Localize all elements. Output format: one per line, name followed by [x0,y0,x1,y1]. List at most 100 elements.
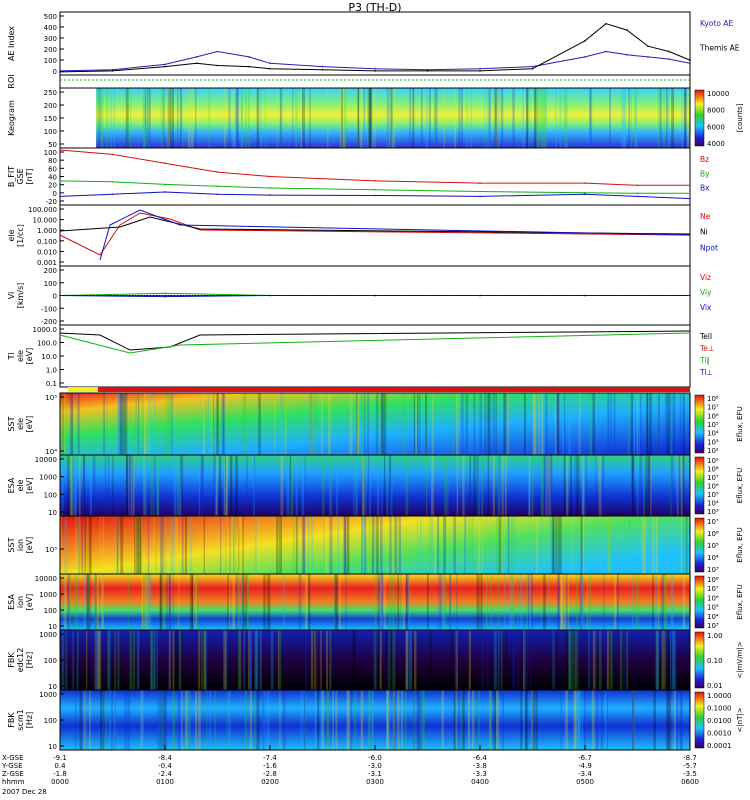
sst_e-texture-stripe [222,393,226,455]
esa_i-ytick: 10000 [35,575,57,583]
xaxis-value-x: -8.7 [683,754,697,762]
fbk_s-texture-stripe [488,690,492,750]
sst_e-texture-stripe [61,393,64,455]
esa_e-texture-stripe [563,455,566,516]
fbk_s-texture-stripe [495,690,499,750]
esa_e-texture-stripe [477,455,480,516]
esa_i-texture-stripe [142,574,145,630]
keogram-texture-stripe [533,88,536,148]
keogram-cbar-tick: 8000 [707,107,725,115]
esa_i-texture-stripe [95,574,98,630]
sst_i-texture-stripe [468,516,471,574]
fbk_s-texture-stripe [461,690,463,750]
esa_e-texture-stripe [108,455,110,516]
sst_e-ylabel: [eV] [25,416,34,433]
sst_i-texture-stripe [258,516,260,574]
xaxis-value-z: -1.8 [53,770,67,778]
fbk_s-texture-stripe [177,690,181,750]
esa_i-texture-stripe [652,574,654,630]
sst_e-cbar-tick: 10⁴ [707,430,719,438]
esa_i-texture-stripe [541,574,543,630]
esa_e-cbar-label: Eflux, EFU [736,468,744,503]
keogram-texture-stripe [167,88,170,148]
sst_e-texture-stripe [76,393,79,455]
esa_i-texture-stripe [557,574,560,630]
fbk_s-ytick: 1000 [39,691,57,699]
fbk_e-texture-stripe [481,630,485,690]
esa_e-texture-stripe [176,455,178,516]
bfield-legend-entry: By [700,169,710,178]
sst_e-texture-stripe [543,393,546,455]
esa_i-texture-stripe [159,574,163,630]
esa_i-ytick: 100 [44,607,57,615]
sst_e-texture-stripe [120,393,123,455]
esa_e-texture-stripe [200,455,204,516]
keogram-texture-stripe [563,88,567,148]
sst_e-texture-stripe [349,393,353,455]
fbk_e-texture-stripe [405,630,408,690]
fbk_s-texture-stripe [477,690,480,750]
esa_i-texture-stripe [191,574,194,630]
fbk_e-texture-stripe [408,630,412,690]
esa_i-texture-stripe [195,574,199,630]
keogram-spectrogram [96,88,690,148]
esa_i-texture-stripe [63,574,66,630]
sst_e-texture-stripe [461,393,464,455]
dens-legend-entry: Ne [700,212,711,221]
sst_i-texture-stripe [374,516,376,574]
sst_i-texture-stripe [296,516,299,574]
sst_e-texture-stripe [465,393,469,455]
sst_e-texture-stripe [309,393,313,455]
esa_e-texture-stripe [670,455,672,516]
xaxis-row-label: Y-GSE [1,762,23,770]
sst_i-texture-stripe [347,516,350,574]
fbk_e-texture-stripe [594,630,597,690]
keogram-texture-stripe [387,88,390,148]
sst_e-ytick: 10⁴ [45,448,57,456]
fbk_e-cbar-tick: 0.01 [707,682,723,690]
keogram-texture-stripe [541,88,545,148]
esa_e-texture-stripe [280,455,284,516]
fbk_e-cbar-tick: 1.00 [707,632,723,640]
sst_i-texture-stripe [649,516,653,574]
fbk_e-texture-stripe [673,630,676,690]
sst_e-texture-stripe [578,393,581,455]
esa_e-texture-stripe [541,455,544,516]
fbk_e-cbar-tick: 0.10 [707,657,723,665]
sst_i-texture-stripe [361,516,363,574]
bfield-ylabel: GSE [16,168,25,184]
sst_e-texture-stripe [679,393,682,455]
keogram-cbar-label: [counts] [736,103,744,132]
sst_i-texture-stripe [559,516,562,574]
temp-series-tell [59,330,691,351]
temp-ylabel: ele [16,350,25,362]
esa_e-texture-stripe [69,455,73,516]
esa_e-texture-stripe [67,455,70,516]
esa_i-texture-stripe [307,574,310,630]
sst_i-texture-stripe [133,516,137,574]
sst_e-texture-stripe [364,393,366,455]
keogram-texture-stripe [565,88,568,148]
esa_e-texture-stripe [670,455,674,516]
keogram-texture-stripe [142,88,146,148]
sst_e-texture-stripe [258,393,261,455]
fbk_e-texture-stripe [609,630,613,690]
sst_e-texture-stripe [672,393,674,455]
sst_e-texture-stripe [71,393,73,455]
esa_i-texture-stripe [228,574,230,630]
bfield-point [164,183,166,186]
roi-frame [59,74,691,89]
bfield-point [689,192,691,195]
keogram-texture-stripe [684,88,687,148]
sst_e-texture-stripe [568,393,571,455]
xaxis-value-z: -3.1 [368,770,382,778]
xaxis-value-y: -5.7 [683,762,697,770]
keogram-texture-stripe [392,88,396,148]
fbk_s-texture-stripe [326,690,329,750]
esa_i-texture-stripe [603,574,605,630]
fbk_e-texture-stripe [655,630,658,690]
fbk_e-spectrogram [60,630,690,690]
esa_i-texture-stripe [305,574,308,630]
keogram-texture-stripe [388,88,390,148]
fbk_s-texture-stripe [367,690,371,750]
